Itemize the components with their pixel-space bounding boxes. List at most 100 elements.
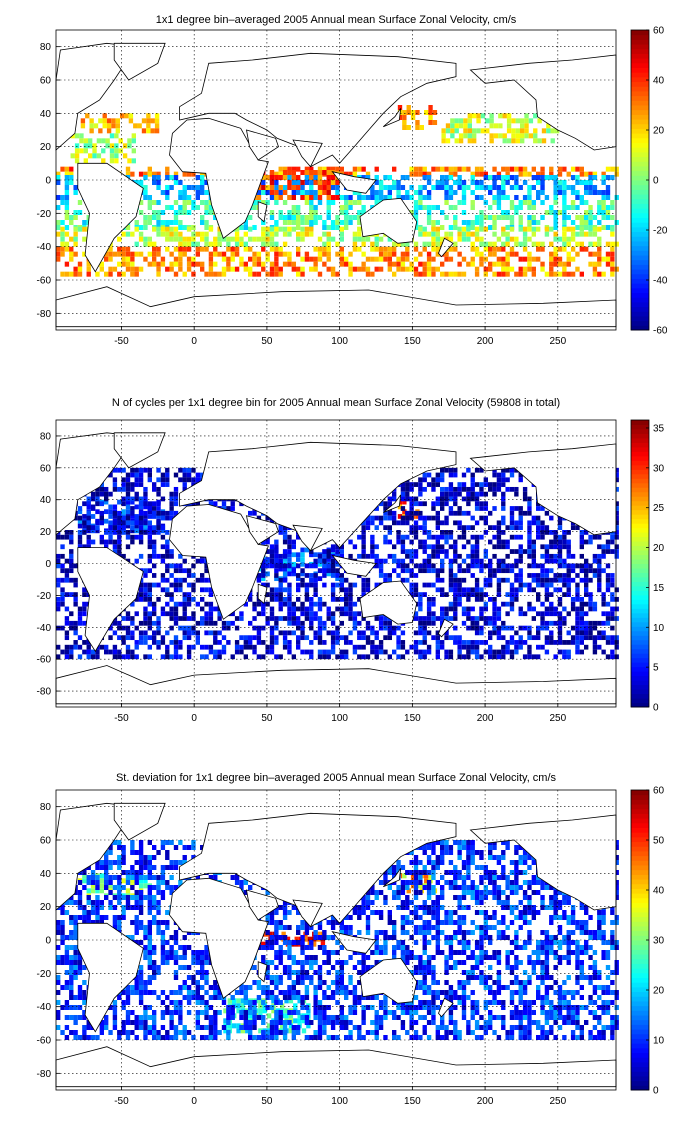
data-cell [104,518,109,524]
colorbar-segment [631,264,649,270]
data-cell [431,236,436,242]
data-cell [125,171,131,177]
data-cell [557,210,563,215]
data-cell [496,649,502,655]
data-cell [348,205,353,210]
data-cell [204,616,209,621]
data-cell [296,236,301,242]
data-cell [614,587,619,593]
data-cell [396,640,401,645]
data-cell [479,486,484,492]
data-cell [326,195,331,200]
data-cell [147,236,152,242]
data-cell [191,241,196,247]
data-cell [130,520,135,526]
data-cell [454,128,459,134]
data-cell [204,210,209,215]
data-cell [584,246,589,252]
data-cell [536,175,541,180]
data-cell [387,539,392,545]
data-cell [413,520,419,526]
data-cell [514,271,519,277]
data-cell [165,467,170,473]
data-cell [520,118,525,124]
data-cell [387,175,392,180]
data-cell [505,180,510,185]
data-cell [409,592,414,597]
data-cell [173,644,179,650]
data-cell [579,530,584,535]
data-cell [453,549,458,554]
data-cell [200,577,205,583]
data-cell [326,616,331,621]
data-cell [265,549,270,554]
data-cell [86,644,91,650]
data-cell [160,558,166,564]
data-cell [191,205,196,210]
data-cell [291,170,296,175]
data-cell [152,180,157,185]
data-cell [509,251,515,257]
data-cell [553,246,558,252]
data-cell [256,630,262,636]
data-cell [426,261,432,267]
data-cell [492,620,497,626]
data-cell [557,180,563,185]
data-cell [483,246,488,252]
data-cell [400,630,406,636]
data-cell [357,596,362,602]
data-cell [409,558,414,564]
data-cell [431,477,436,483]
data-cell [453,501,458,507]
data-cell [330,195,336,200]
data-cell [541,138,547,144]
data-cell [588,241,593,247]
data-cell [392,510,397,516]
data-cell [579,231,584,237]
data-cell [570,577,576,583]
data-cell [300,561,305,567]
data-cell [514,644,519,650]
data-cell [527,496,532,502]
data-cell [496,592,502,597]
data-cell [165,236,170,242]
data-cell [322,190,327,195]
data-cell [522,256,528,262]
data-cell [492,482,497,487]
data-cell [605,241,611,247]
data-cell [584,530,589,535]
data-cell [396,190,401,195]
data-cell [522,266,528,272]
data-cell [134,220,139,225]
data-cell [344,577,349,583]
data-cell [213,649,218,655]
colorbar-segment [631,44,649,50]
data-cell [86,528,91,534]
data-cell [335,544,340,550]
data-cell [204,587,209,593]
data-cell [428,115,433,120]
data-cell [69,568,74,574]
data-cell [195,601,200,607]
data-cell [178,477,183,483]
data-cell [134,625,139,631]
data-cell [134,640,139,645]
data-cell [387,251,392,257]
data-cell [99,515,104,521]
data-cell [557,640,563,645]
data-cell [339,256,344,262]
data-cell [501,477,506,483]
data-cell [426,180,432,185]
data-cell [566,241,571,247]
data-cell [418,501,423,507]
data-cell [466,649,471,655]
data-cell [326,215,331,220]
data-cell [191,225,196,230]
data-cell [117,649,122,655]
data-cell [557,616,563,621]
data-cell [378,640,384,645]
data-cell [339,261,344,267]
data-cell [413,525,419,531]
data-cell [125,611,131,617]
land-mass [359,197,418,244]
